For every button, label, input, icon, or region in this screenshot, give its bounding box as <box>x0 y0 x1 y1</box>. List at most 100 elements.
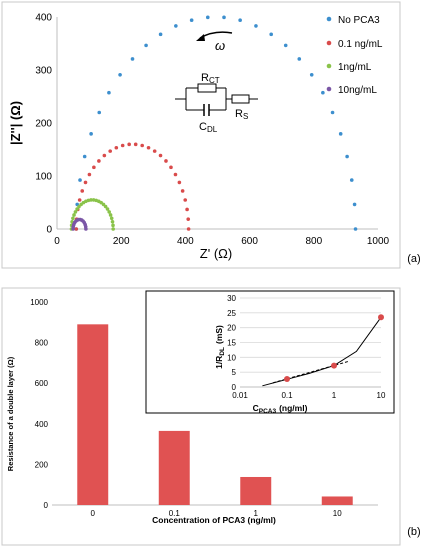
nyquist-x-tick: 600 <box>241 236 258 247</box>
nyquist-point-series-2 <box>109 216 114 221</box>
inset-y-tick: 0 <box>232 383 237 392</box>
nyquist-point-series-2 <box>103 204 108 209</box>
nyquist-point-series-1 <box>97 159 101 163</box>
nyquist-point-series-3 <box>84 227 88 231</box>
nyquist-point-series-0 <box>269 32 274 37</box>
nyquist-point-series-1 <box>146 145 151 150</box>
nyquist-point-series-1 <box>158 153 163 158</box>
rct-label: RCT <box>201 72 220 85</box>
nyquist-y-tick: 400 <box>35 13 52 24</box>
inset-y-tick: 25 <box>227 309 236 318</box>
nyquist-point-series-1 <box>185 207 189 212</box>
rotation-symbol: ω <box>215 38 225 53</box>
nyquist-point-series-0 <box>283 43 288 48</box>
legend-label-no-pca3: No PCA3 <box>338 15 380 26</box>
bar-0.1 <box>158 430 190 505</box>
nyquist-point-series-2 <box>108 213 113 217</box>
rs-label: RS <box>235 108 248 121</box>
resistor-rct <box>197 83 217 93</box>
inset-x-tick: 1 <box>332 391 337 400</box>
inset-y-tick: 10 <box>227 353 236 362</box>
nyquist-y-tick: 300 <box>35 66 52 77</box>
nyquist-point-series-0 <box>297 57 302 61</box>
bar-y-tick: 1000 <box>30 298 48 307</box>
nyquist-point-series-0 <box>205 15 210 20</box>
legend-label-1: 1ng/mL <box>338 62 372 73</box>
nyquist-point-series-1 <box>180 189 185 193</box>
nyquist-point-series-1 <box>173 172 178 177</box>
bar-10 <box>321 496 353 505</box>
nyquist-chart: 0 200 400 600 800 1000 0 100 200 300 400 Z' (Ω) |… <box>8 13 390 262</box>
inset-y-tick: 15 <box>227 339 236 348</box>
inset-y-axis-label: 1/RDL(mS) <box>214 325 226 369</box>
bar-y-tick: 200 <box>35 460 49 469</box>
nyquist-y-tick: 200 <box>35 119 52 130</box>
bar-y-tick: 600 <box>35 379 49 388</box>
legend-label-10: 10ng/mL <box>338 85 377 96</box>
equivalent-circuit: RCT CDL RS <box>175 72 258 134</box>
nyquist-point-series-0 <box>352 202 357 207</box>
bar-x-tick: 0 <box>91 509 96 518</box>
inset-y-tick: 5 <box>232 368 237 377</box>
nyquist-x-tick: 200 <box>113 236 130 247</box>
nyquist-point-series-0 <box>353 227 358 231</box>
nyquist-x-tick: 400 <box>177 236 194 247</box>
inset-x-tick: 0.01 <box>232 391 248 400</box>
nyquist-point-series-0 <box>174 24 178 28</box>
nyquist-point-series-1 <box>169 165 173 170</box>
nyquist-point-series-1 <box>186 217 191 221</box>
nyquist-point-series-2 <box>105 207 110 211</box>
nyquist-point-series-1 <box>80 189 85 193</box>
nyquist-point-series-1 <box>177 180 182 185</box>
nyquist-y-tick: 0 <box>46 225 52 236</box>
nyquist-point-series-1 <box>140 143 144 148</box>
resistor-rs <box>231 94 250 104</box>
nyquist-point-series-1 <box>152 149 157 153</box>
inset-x-tick: 0.1 <box>281 391 293 400</box>
bar-0 <box>77 324 109 505</box>
nyquist-point-series-2 <box>71 216 75 221</box>
nyquist-y-tick: 100 <box>35 172 52 183</box>
nyquist-legend: No PCA3 0.1 ng/mL 1ng/mL 10ng/mL <box>326 15 383 96</box>
nyquist-point-series-0 <box>144 43 148 48</box>
bar-x-tick: 1 <box>254 509 259 518</box>
panel-label-b: (b) <box>407 526 420 538</box>
nyquist-point-series-0 <box>130 57 135 61</box>
nyquist-x-tick: 0 <box>54 236 60 247</box>
nyquist-point-series-0 <box>118 72 122 77</box>
nyquist-point-series-0 <box>345 154 349 159</box>
inset-point <box>331 362 337 369</box>
bar-x-tick: 0.1 <box>169 509 181 518</box>
nyquist-x-tick: 1000 <box>367 236 390 247</box>
nyquist-point-series-1 <box>164 159 168 163</box>
bar-x-axis-label: Concentration of PCA3 (ng/ml) <box>152 515 276 525</box>
nyquist-point-series-1 <box>102 153 107 158</box>
bar-y-tick: 400 <box>35 420 49 429</box>
inset-x-tick: 10 <box>377 391 386 400</box>
nyquist-point-series-1 <box>92 165 96 170</box>
nyquist-point-series-0 <box>309 72 314 77</box>
legend-marker-10 <box>326 86 332 92</box>
bar-1 <box>240 476 272 505</box>
legend-marker-1 <box>326 63 332 69</box>
nyquist-point-series-0 <box>222 15 226 20</box>
nyquist-y-axis-label: |Z''| (Ω) <box>8 101 23 145</box>
nyquist-point-series-0 <box>330 110 335 115</box>
inset-y-tick: 30 <box>227 294 236 303</box>
nyquist-point-series-0 <box>349 178 354 182</box>
nyquist-point-series-1 <box>120 143 125 148</box>
nyquist-point-series-2 <box>110 219 115 224</box>
inset-x-axis-label: CPCA3 (ng/ml) <box>253 403 308 415</box>
inset-point <box>284 375 290 382</box>
nyquist-point-series-1 <box>108 149 112 153</box>
bar-x-tick: 10 <box>333 509 342 518</box>
nyquist-point-series-1 <box>183 198 188 202</box>
nyquist-point-series-2 <box>75 207 79 211</box>
nyquist-x-tick: 800 <box>305 236 322 247</box>
nyquist-point-series-2 <box>107 210 111 214</box>
nyquist-point-series-0 <box>238 18 242 23</box>
legend-marker-0.1 <box>326 40 332 46</box>
bar-y-axis-label: Resistance of a double layer (Ω) <box>6 356 15 471</box>
